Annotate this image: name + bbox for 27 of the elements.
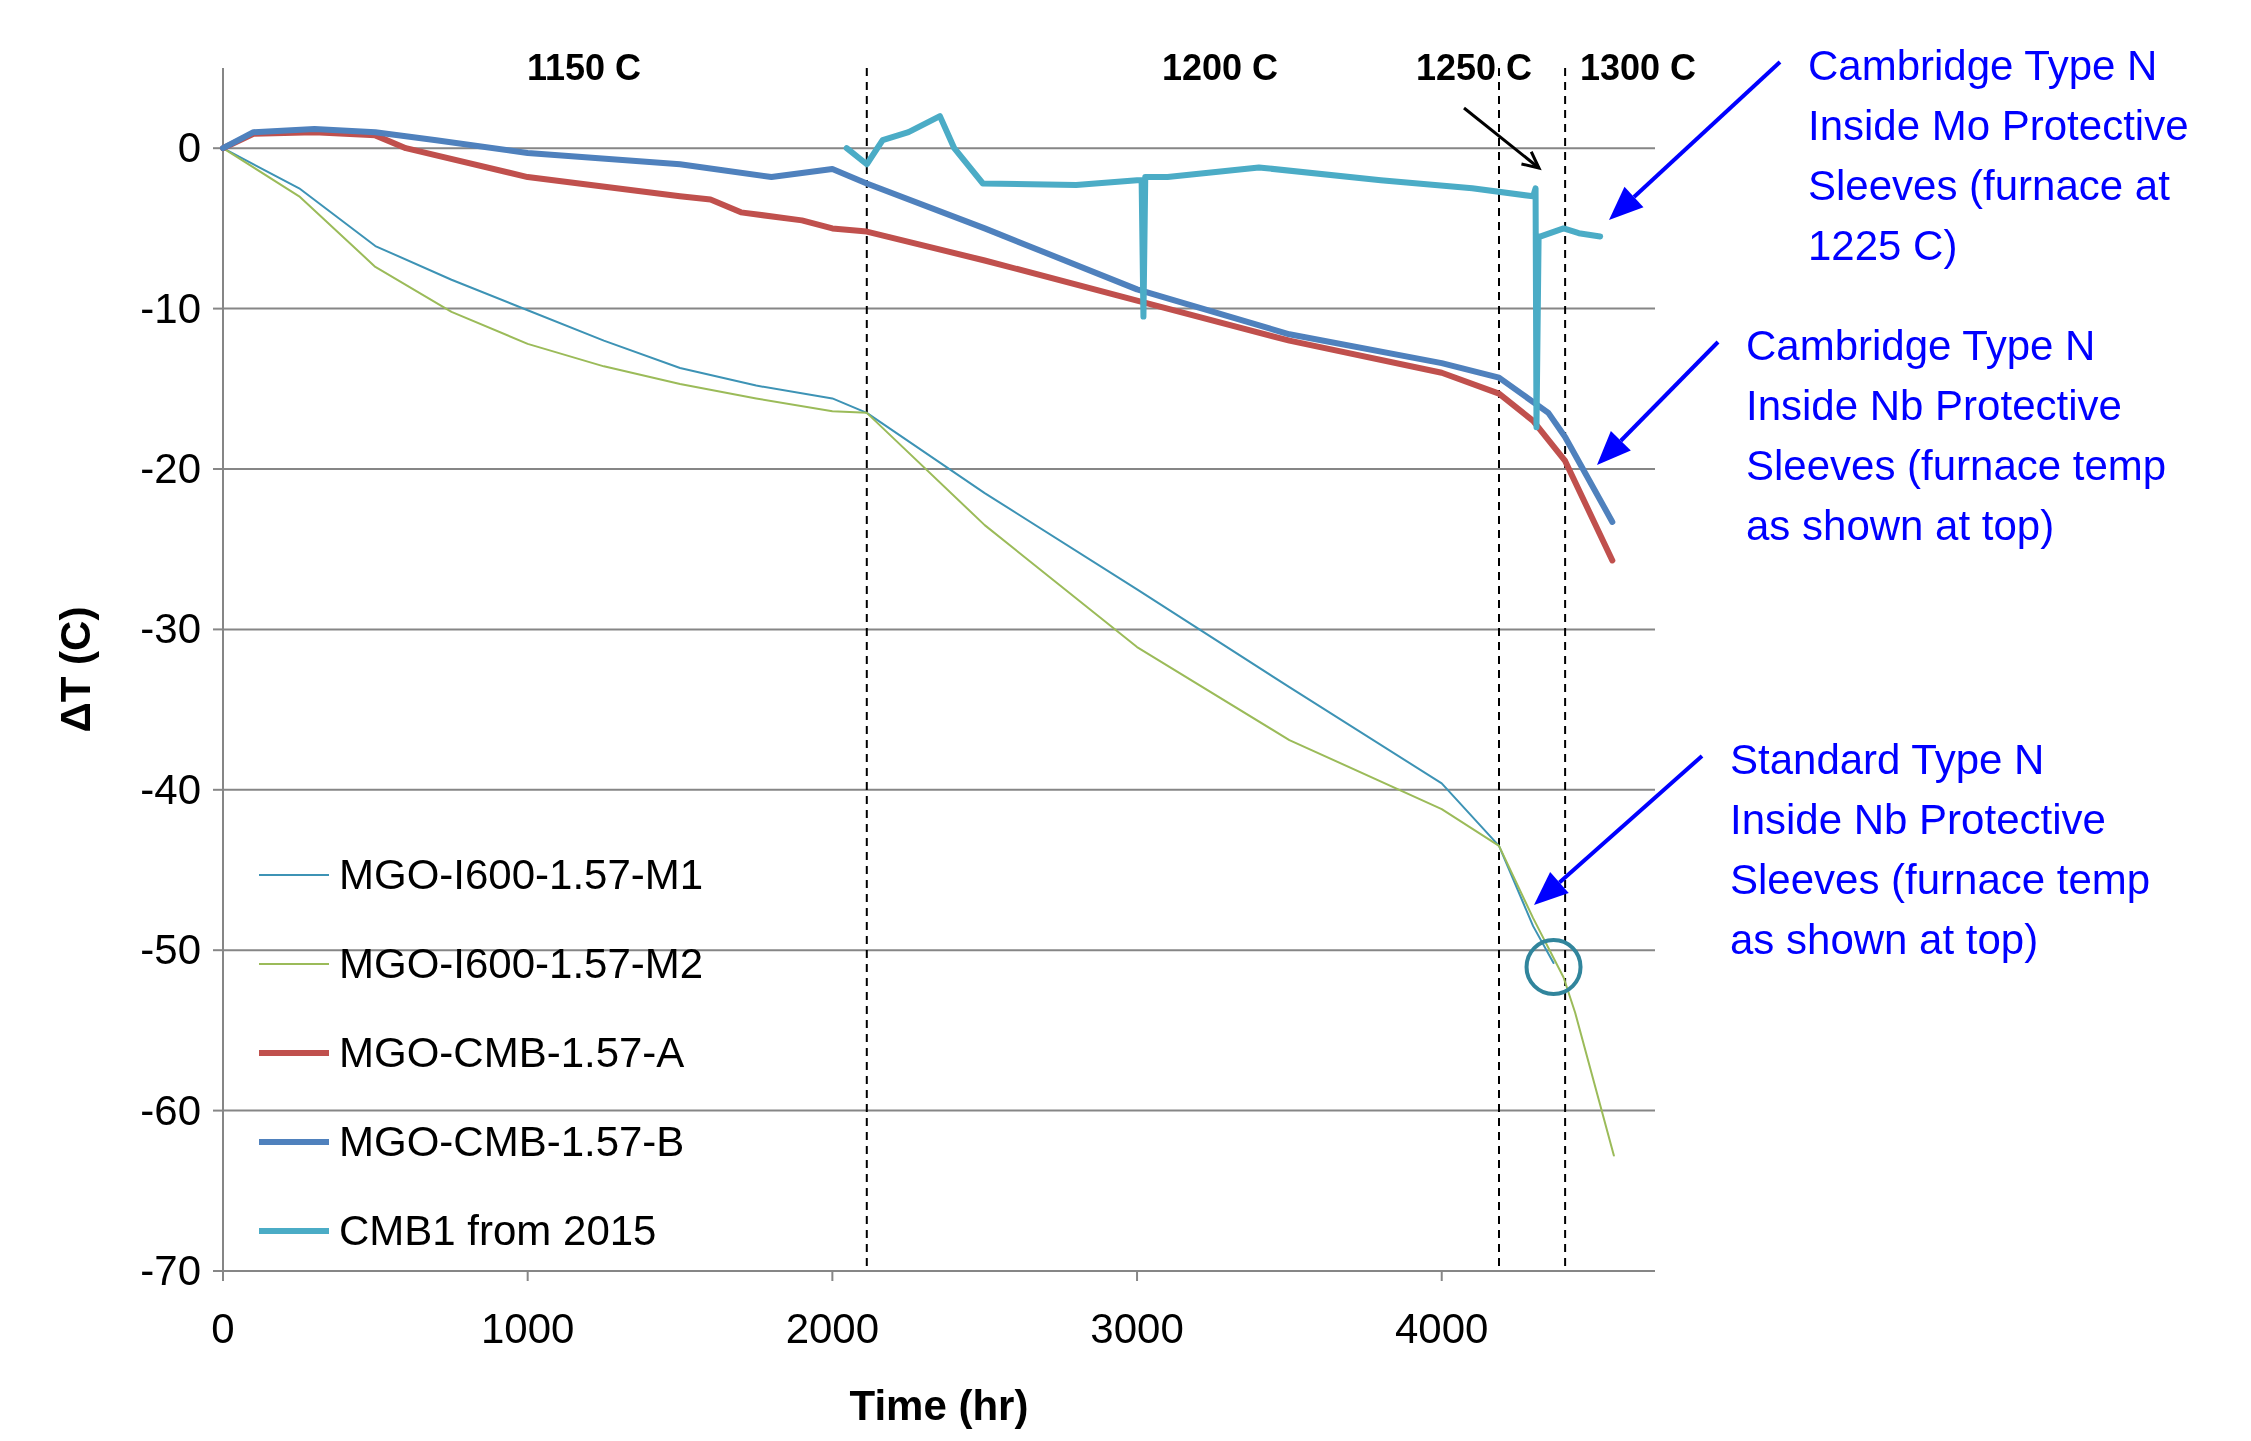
x-tick-label: 3000 (1090, 1305, 1184, 1352)
annotation: 1150 C (526, 47, 642, 88)
y-tick-label: -50 (140, 926, 201, 974)
x-tick-label: 0 (211, 1305, 235, 1352)
y-tick-label: 0 (177, 124, 201, 172)
y-axis-title: ΔT (C) (52, 606, 99, 733)
y-tick-label: -60 (140, 1086, 201, 1134)
text: Cambridge Type N Inside Nb Protective Sleeves (furnace temp as shown at top) (1746, 322, 2167, 549)
y-tick-label: -30 (140, 605, 201, 653)
annotation: 1250 C (1415, 47, 1533, 88)
text: Cambridge Type N Inside Mo Protective Sleeves (furnace at 1225 C) (1808, 42, 2189, 269)
y-tick-label: -20 (140, 445, 201, 492)
x-tick-label: 1000 (480, 1305, 575, 1352)
legend-label: CMB1 from 2015 (339, 1207, 657, 1254)
text: Standard Type N Inside Nb Protective Sleeves (furnace temp as shown at top) (1730, 736, 2151, 963)
legend-label: MGO-CMB-1.57-A (339, 1029, 685, 1076)
y-tick-label: -70 (140, 1247, 201, 1294)
x-tick-label: 4000 (1395, 1305, 1489, 1352)
y-tick-label: -40 (140, 765, 201, 813)
x-tick-label: 2000 (785, 1305, 880, 1352)
annotation: 1200 C (1161, 47, 1279, 88)
annotation: 1300 C (1579, 47, 1697, 88)
legend-label: MGO-CMB-1.57-B (339, 1118, 685, 1165)
legend-label: MGO-I600-1.57-M1 (339, 851, 704, 898)
x-axis-title: Time (hr) (849, 1382, 1029, 1429)
y-tick-label: -10 (140, 284, 201, 332)
legend-label: MGO-I600-1.57-M2 (339, 940, 704, 987)
